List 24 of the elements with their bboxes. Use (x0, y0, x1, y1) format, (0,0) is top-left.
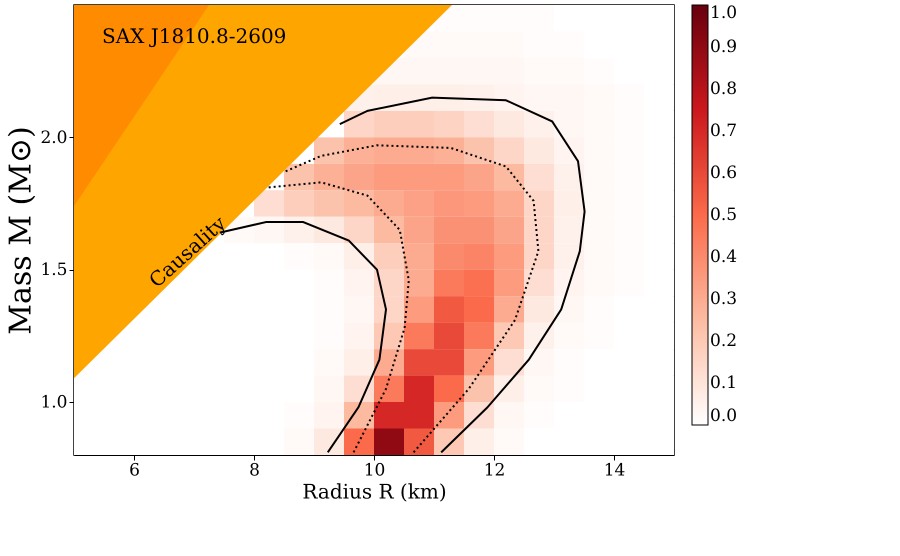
x-tick-label: 6 (129, 460, 140, 480)
x-tick-label: 14 (604, 460, 626, 480)
y-tick-label: 1.5 (40, 260, 68, 280)
color-bar-label: 0.7 (710, 121, 738, 141)
color-bar-label: 0.4 (710, 247, 738, 267)
y-tick-label: 1.0 (40, 392, 68, 413)
color-bar-label: 0.0 (710, 406, 738, 426)
color-bar-label: 0.9 (710, 37, 738, 57)
line-series (284, 144, 540, 454)
x-tick-label: 8 (249, 460, 260, 480)
text: SAX J1810.8-2609 (102, 24, 286, 48)
color-bar-label: 0.5 (710, 205, 738, 225)
x-axis-title: Radius R (km) (302, 480, 447, 504)
color-bar-label: 0.1 (710, 373, 738, 393)
color-bar-label: 1.0 (710, 3, 738, 23)
line-series (338, 96, 586, 454)
color-bar-label: 0.6 (710, 163, 738, 183)
x-tick-label: 12 (484, 460, 506, 480)
color-bar-label: 0.3 (710, 289, 738, 309)
color-bar-label: 0.2 (710, 331, 738, 351)
y-tick-label: 2.0 (40, 128, 68, 148)
x-tick-label: 10 (364, 460, 386, 480)
y-axis-title: Mass M (M⊙) (3, 126, 38, 335)
color-bar-label: 0.8 (710, 79, 738, 99)
